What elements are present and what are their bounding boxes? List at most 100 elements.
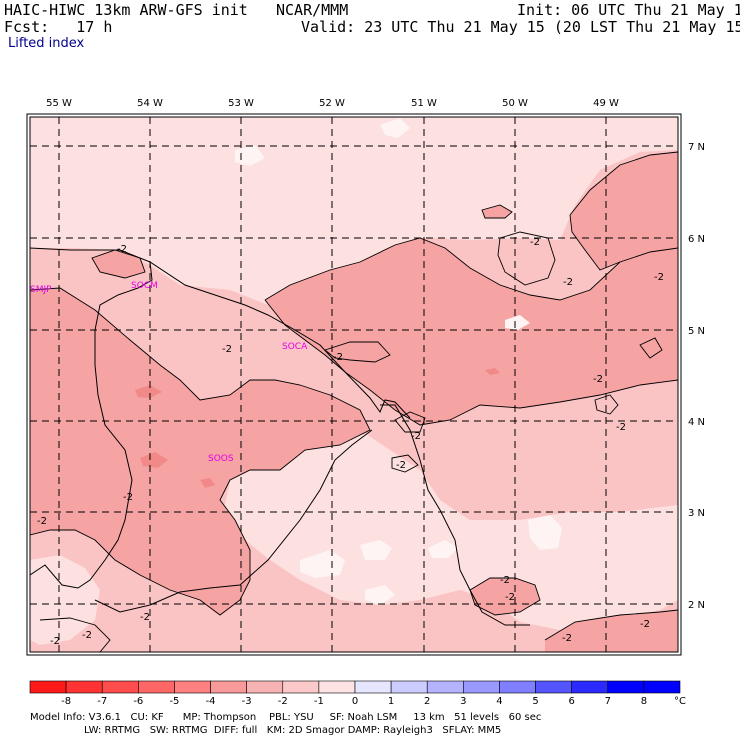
pale-pocket-8 xyxy=(505,315,530,330)
lon-label-50w: 50 W xyxy=(502,98,528,109)
colorbar-swatch xyxy=(571,680,609,694)
guyana-border xyxy=(30,261,153,589)
contour-northeast xyxy=(569,151,678,271)
lon-label-52w: 52 W xyxy=(319,98,345,109)
model-title: HAIC-HIWC 13km ARW-GFS init xyxy=(4,1,248,19)
boundary-lines xyxy=(30,247,530,626)
contour-label: -2 xyxy=(50,636,60,647)
colorbar-tick-label: 0 xyxy=(352,696,358,707)
colorbar-swatch xyxy=(607,680,645,694)
dark-region-small-1 xyxy=(92,250,145,278)
lat-label-5n: 5 N xyxy=(688,326,705,337)
contour-label: -2 xyxy=(640,619,650,630)
contour-label: -2 xyxy=(140,612,150,623)
filled-contours xyxy=(30,117,678,652)
station-soos: SOOS xyxy=(208,454,234,464)
contour-east-loop xyxy=(497,231,556,286)
colorbar-swatch xyxy=(390,680,428,694)
colorbar-tick-label: -7 xyxy=(97,696,107,707)
org-label: NCAR/MMM xyxy=(276,1,349,19)
footer-physics-info: LW: RRTMG SW: RRTMG DIFF: full KM: 2D Sm… xyxy=(84,725,502,736)
plot-border xyxy=(29,116,679,653)
contour-label: -2 xyxy=(117,244,127,255)
contour-central xyxy=(264,237,678,301)
lon-label-51w: 51 W xyxy=(411,98,437,109)
pale-pocket-7 xyxy=(428,540,458,558)
footer-model-info: Model Info: V3.6.1 CU: KF MP: Thompson P… xyxy=(30,712,542,723)
lat-label-3n: 3 N xyxy=(688,508,705,519)
contour-east-2 xyxy=(594,394,619,415)
contour-label: -2 xyxy=(222,344,232,355)
contour-label: -2 xyxy=(333,352,343,363)
field-name: Lifted index xyxy=(8,36,85,51)
contour-labels: -2 -2 -2 -2 -2 -2 -2 -2 -2 -2 -2 -2 -2 -… xyxy=(37,237,664,647)
colorbar-tick-label: 3 xyxy=(460,696,466,707)
pale-pocket-2 xyxy=(380,118,410,138)
contour-label: -2 xyxy=(411,431,421,442)
colorbar: -8 -7 -6 -5 -4 -3 -2 -1 0 1 2 3 4 5 6 7 8 °C xyxy=(29,680,686,707)
contour-label: -2 xyxy=(593,374,603,385)
colorbar-swatch xyxy=(318,680,356,694)
deep-spot-2 xyxy=(140,452,168,468)
colorbar-tick-label: -6 xyxy=(133,696,143,707)
dark-region-west xyxy=(30,288,370,615)
pale-pocket-5 xyxy=(360,540,392,560)
colorbar-tick-label: -5 xyxy=(169,696,179,707)
contour-4n xyxy=(394,411,426,433)
lon-label-53w: 53 W xyxy=(228,98,254,109)
lat-label-7n: 7 N xyxy=(688,142,705,153)
lon-label-54w: 54 W xyxy=(137,98,163,109)
pale-pocket-1 xyxy=(235,145,265,166)
contour-label: -2 xyxy=(654,272,664,283)
deep-spot-4 xyxy=(200,478,215,488)
brazil-border xyxy=(94,429,373,613)
dark-region-central xyxy=(265,238,678,425)
lon-label-49w: 49 W xyxy=(593,98,619,109)
colorbar-swatch xyxy=(535,680,572,694)
colorbar-tick-label: 6 xyxy=(568,696,574,707)
colorbar-swatch xyxy=(101,680,139,694)
french-guiana-border xyxy=(380,404,530,626)
contour-soca xyxy=(324,341,391,363)
contour-small-2 xyxy=(481,204,513,219)
colorbar-tick-label: 2 xyxy=(424,696,430,707)
pale-pocket-3 xyxy=(528,515,562,550)
colorbar-swatch xyxy=(643,680,681,694)
contour-southeast xyxy=(469,577,541,616)
contour-se-corner xyxy=(544,609,678,641)
contour-395 xyxy=(391,454,419,473)
contour-central-south xyxy=(264,299,678,426)
contour-label: -2 xyxy=(562,633,572,644)
contour-label: -2 xyxy=(505,592,515,603)
dark-region-southeast xyxy=(470,578,540,615)
lat-label-4n: 4 N xyxy=(688,417,705,428)
coastline xyxy=(30,247,411,419)
colorbar-swatch xyxy=(65,680,103,694)
contour-sw xyxy=(39,617,111,652)
station-smjp: SMJP xyxy=(30,285,52,295)
colorbar-tick-label: -3 xyxy=(242,696,252,707)
station-socm: SOCM xyxy=(131,281,158,291)
contour-label: -2 xyxy=(37,516,47,527)
lat-label-2n: 2 N xyxy=(688,600,705,611)
colorbar-swatch xyxy=(246,680,284,694)
station-soca: SOCA xyxy=(282,342,308,352)
deep-spot-3 xyxy=(485,368,500,375)
contour-label: -2 xyxy=(396,460,406,471)
colorbar-tick-label: 7 xyxy=(605,696,611,707)
colorbar-swatch xyxy=(174,680,211,694)
colorbar-swatch xyxy=(354,680,392,694)
colorbar-tick-label: -8 xyxy=(61,696,71,707)
contour-label: -2 xyxy=(616,422,626,433)
forecast-hour: Fcst: 17 h xyxy=(4,18,113,36)
dark-region-northeast xyxy=(570,152,678,270)
valid-time: Valid: 23 UTC Thu 21 May 15 (20 LST Thu … xyxy=(301,18,740,36)
colorbar-swatch xyxy=(210,680,247,694)
colorbar-tick-label: 5 xyxy=(532,696,538,707)
colorbar-swatch xyxy=(426,680,464,694)
colorbar-swatch xyxy=(463,680,500,694)
colorbar-swatch xyxy=(138,680,175,694)
dark-region-south-east-corner xyxy=(545,610,678,652)
contour-label: -2 xyxy=(82,630,92,641)
